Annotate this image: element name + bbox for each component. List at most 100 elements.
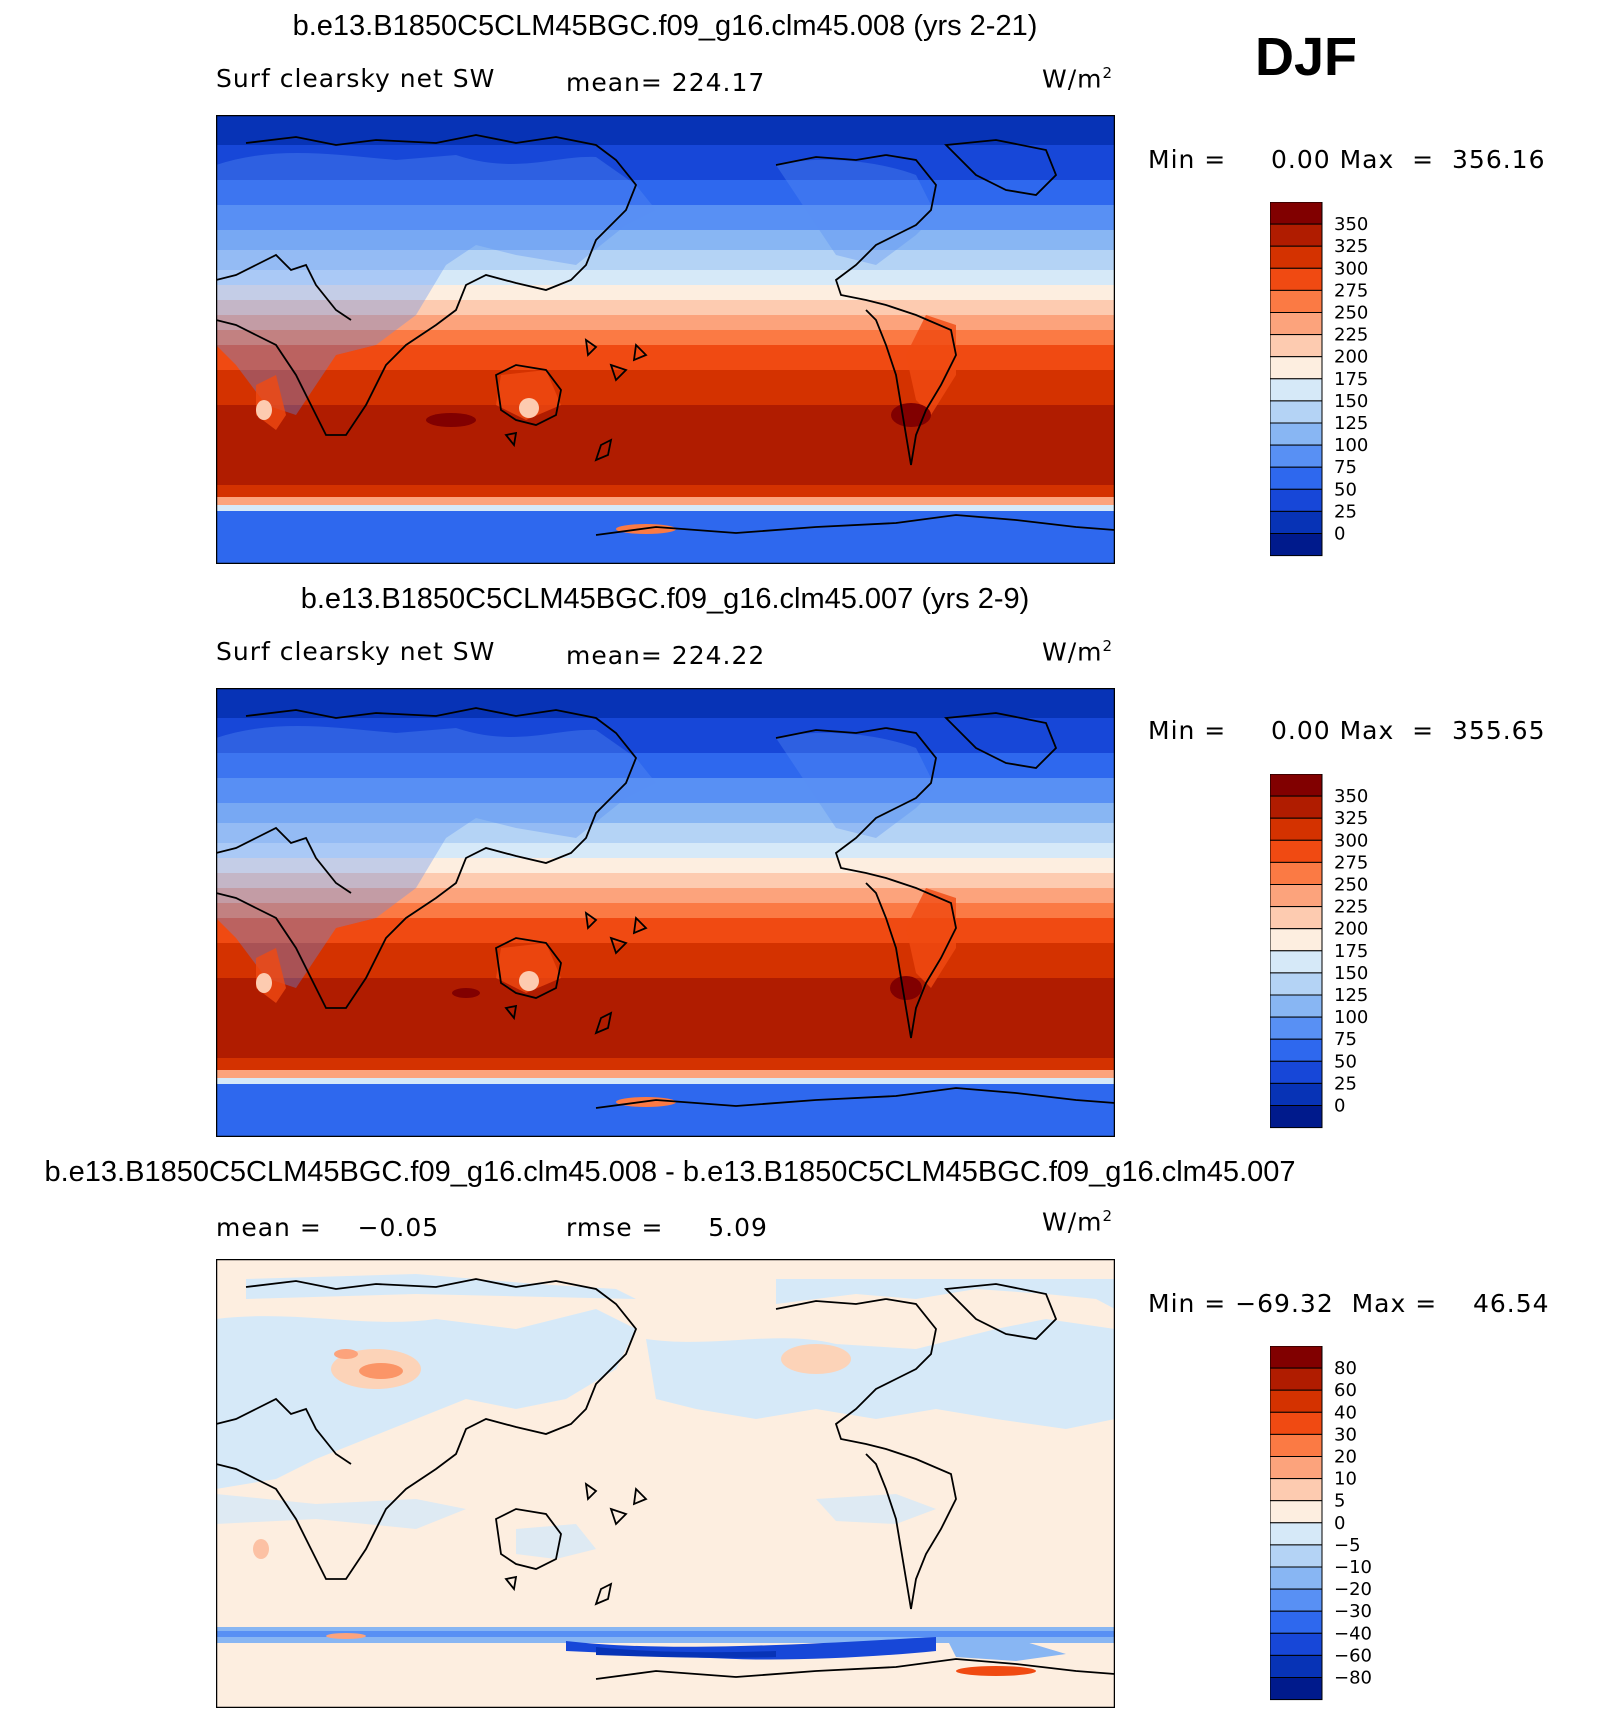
colorbar-tick-label: 75 — [1334, 457, 1357, 478]
panel3-mean: mean = −0.05 — [216, 1213, 440, 1242]
panel3-units: W/m2 — [1042, 1207, 1114, 1237]
colorbar-box — [1270, 795, 1323, 819]
colorbar-tick-label: 250 — [1334, 875, 1368, 896]
panel3-minmax: Min = −69.32 Max = 46.54 — [1148, 1289, 1550, 1318]
colorbar-tick-label: 0 — [1334, 1513, 1345, 1534]
colorbar-box — [1270, 1610, 1323, 1634]
colorbar-tick-label: −60 — [1334, 1645, 1372, 1666]
colorbar-box — [1270, 1389, 1323, 1413]
colorbar-tick-label: −10 — [1334, 1557, 1372, 1578]
colorbar-tick-label: 80 — [1334, 1358, 1357, 1379]
colorbar-tick-label: 10 — [1334, 1469, 1357, 1490]
colorbar-box — [1270, 1478, 1323, 1502]
colorbar-box — [1270, 1522, 1323, 1546]
panel3-map — [216, 1259, 1115, 1708]
colorbar-box — [1270, 289, 1323, 314]
colorbar-box — [1270, 334, 1323, 358]
colorbar-box — [1270, 950, 1323, 974]
panel1-map — [216, 115, 1115, 564]
panel1-variable: Surf clearsky net SW — [216, 64, 496, 93]
colorbar-tick-label: −20 — [1334, 1579, 1372, 1600]
colorbar-tick-label: 300 — [1334, 830, 1368, 851]
colorbar-box — [1270, 861, 1323, 886]
season-label: DJF — [1255, 27, 1358, 87]
colorbar-box — [1270, 1038, 1323, 1062]
colorbar-tick-label: 20 — [1334, 1447, 1357, 1468]
colorbar-box — [1270, 510, 1323, 534]
colorbar-tick-label: 225 — [1334, 325, 1368, 346]
colorbar-box — [1270, 906, 1323, 930]
colorbar-box — [1270, 1433, 1323, 1458]
panel1-title: b.e13.B1850C5CLM45BGC.f09_g16.clm45.008 … — [292, 10, 1038, 42]
colorbar-box — [1270, 400, 1323, 424]
colorbar-box — [1270, 1632, 1323, 1656]
colorbar-tick-label: −30 — [1334, 1601, 1372, 1622]
colorbar-tick-label: 125 — [1334, 985, 1368, 1006]
panel2-variable: Surf clearsky net SW — [216, 637, 496, 666]
colorbar-tick-label: 150 — [1334, 391, 1368, 412]
colorbar-box — [1270, 488, 1323, 512]
colorbar-box — [1270, 223, 1323, 247]
colorbar-box — [1270, 1654, 1323, 1678]
colorbar-box — [1270, 466, 1323, 490]
colorbar-box — [1270, 1105, 1323, 1129]
colorbar-tick-label: 25 — [1334, 501, 1357, 522]
colorbar-box — [1270, 202, 1323, 225]
colorbar-box — [1270, 444, 1323, 468]
colorbar-tick-label: 325 — [1334, 236, 1368, 257]
colorbar-tick-label: 250 — [1334, 303, 1368, 324]
colorbar-box — [1270, 994, 1323, 1018]
colorbar-tick-label: 325 — [1334, 808, 1368, 829]
colorbar-box — [1270, 356, 1323, 380]
colorbar-tick-label: 0 — [1334, 524, 1345, 545]
colorbar-tick-label: −5 — [1334, 1535, 1361, 1556]
colorbar-box — [1270, 533, 1323, 557]
colorbar-box — [1270, 1544, 1323, 1568]
panel2-mean: mean= 224.22 — [566, 641, 766, 670]
colorbar-tick-label: 25 — [1334, 1073, 1357, 1094]
colorbar-tick-label: 50 — [1334, 1051, 1357, 1072]
panel2-title: b.e13.B1850C5CLM45BGC.f09_g16.clm45.007 … — [300, 583, 1030, 615]
panel2-minmax: Min = 0.00 Max = 355.65 — [1148, 716, 1546, 745]
colorbar-tick-label: 40 — [1334, 1402, 1357, 1423]
colorbar-tick-label: 50 — [1334, 479, 1357, 500]
colorbar-tick-label: 225 — [1334, 897, 1368, 918]
colorbar-box — [1270, 1082, 1323, 1106]
panel3-rmse: rmse = 5.09 — [566, 1213, 768, 1242]
colorbar-tick-label: 350 — [1334, 214, 1368, 235]
colorbar-tick-label: 5 — [1334, 1491, 1345, 1512]
panel2-units: W/m2 — [1042, 637, 1114, 667]
colorbar-tick-label: 100 — [1334, 435, 1368, 456]
colorbar-box — [1270, 312, 1323, 336]
colorbar-box — [1270, 1500, 1323, 1524]
colorbar-box — [1270, 1411, 1323, 1435]
colorbar-box — [1270, 1677, 1323, 1701]
colorbar-tick-label: 275 — [1334, 852, 1368, 873]
colorbar-tick-label: −80 — [1334, 1668, 1372, 1689]
colorbar-box — [1270, 1588, 1323, 1612]
colorbar-tick-label: 100 — [1334, 1007, 1368, 1028]
panel1-minmax: Min = 0.00 Max = 356.16 — [1148, 145, 1546, 174]
colorbar-tick-label: 125 — [1334, 413, 1368, 434]
colorbar-tick-label: 350 — [1334, 786, 1368, 807]
panel3-title: b.e13.B1850C5CLM45BGC.f09_g16.clm45.008 … — [44, 1156, 1296, 1188]
colorbar-box — [1270, 378, 1323, 402]
colorbar-box — [1270, 1346, 1323, 1369]
colorbar-tick-label: 175 — [1334, 369, 1368, 390]
colorbar-box — [1270, 972, 1323, 996]
colorbar-box — [1270, 245, 1323, 269]
colorbar-tick-label: 75 — [1334, 1029, 1357, 1050]
colorbar-tick-label: 300 — [1334, 258, 1368, 279]
panel1-units: W/m2 — [1042, 64, 1114, 94]
panel1-mean: mean= 224.17 — [566, 68, 766, 97]
colorbar-tick-label: 275 — [1334, 280, 1368, 301]
colorbar-box — [1270, 817, 1323, 841]
colorbar-tick-label: 0 — [1334, 1096, 1345, 1117]
colorbar-box — [1270, 1566, 1323, 1590]
colorbar-tick-label: 30 — [1334, 1424, 1357, 1445]
colorbar-tick-label: −40 — [1334, 1623, 1372, 1644]
colorbar-box — [1270, 884, 1323, 908]
panel2-map — [216, 688, 1115, 1137]
